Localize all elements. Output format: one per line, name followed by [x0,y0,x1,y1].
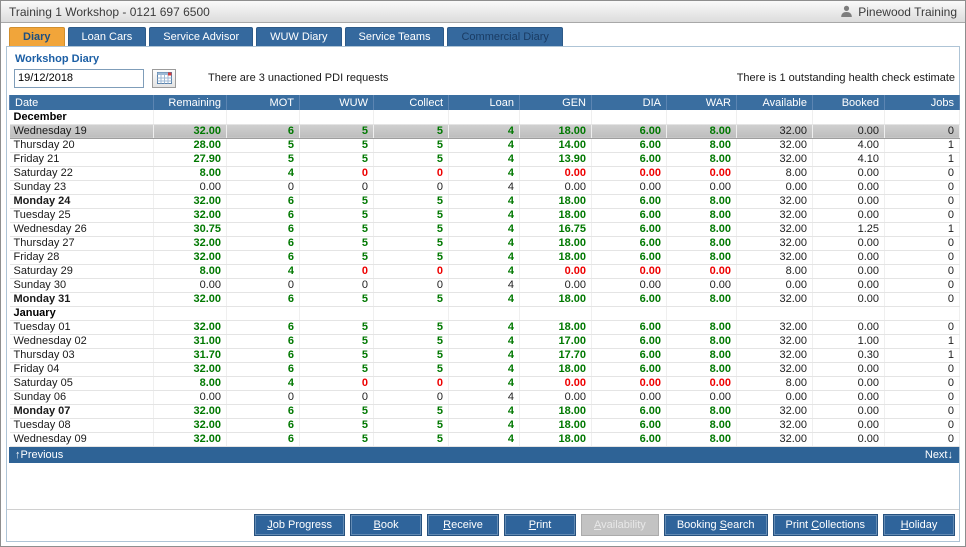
date-cell: Friday 28 [10,250,154,264]
tab-diary[interactable]: Diary [9,27,65,46]
holiday-button[interactable]: Holiday [883,514,955,536]
app-window: Training 1 Workshop - 0121 697 6500 Pine… [0,0,966,547]
next-link[interactable]: Next↓ [925,449,953,461]
tab-commercial-diary[interactable]: Commercial Diary [447,27,562,46]
date-cell: Wednesday 19 [10,124,154,138]
month-row: January [10,306,960,320]
receive-button[interactable]: Receive [427,514,499,536]
date-cell: Wednesday 26 [10,222,154,236]
page-title: Workshop Diary [15,53,99,65]
day-row[interactable]: Tuesday 0132.00655418.006.008.0032.000.0… [10,320,960,334]
date-cell: Monday 07 [10,404,154,418]
day-row[interactable]: Monday 0732.00655418.006.008.0032.000.00… [10,404,960,418]
day-row[interactable]: Saturday 228.0040040.000.000.008.000.000 [10,166,960,180]
window-title: Training 1 Workshop - 0121 697 6500 [9,5,210,19]
user-name: Pinewood Training [858,5,957,19]
calendar-icon [157,72,172,84]
title-bar: Training 1 Workshop - 0121 697 6500 Pine… [1,1,965,23]
day-row[interactable]: Sunday 230.0000040.000.000.000.000.000 [10,180,960,194]
column-header-war: WAR [667,95,737,110]
column-header-mot: MOT [227,95,300,110]
date-cell: Saturday 22 [10,166,154,180]
calendar-button[interactable] [152,69,176,88]
date-cell: December [10,110,154,124]
date-cell: Sunday 30 [10,278,154,292]
tab-wuw-diary[interactable]: WUW Diary [256,27,341,46]
column-header-dia: DIA [592,95,667,110]
date-cell: Tuesday 25 [10,208,154,222]
tab-loan-cars[interactable]: Loan Cars [68,27,147,46]
day-row[interactable]: Thursday 0331.70655417.706.008.0032.000.… [10,348,960,362]
date-cell: Friday 04 [10,362,154,376]
day-row[interactable]: Wednesday 2630.75655416.756.008.0032.001… [10,222,960,236]
day-row[interactable]: Sunday 060.0000040.000.000.000.000.000 [10,390,960,404]
down-arrow-icon: ↓ [948,449,954,461]
day-row[interactable]: Saturday 058.0040040.000.000.008.000.000 [10,376,960,390]
diary-table-body: DecemberWednesday 1932.00655418.006.008.… [10,110,960,446]
day-row[interactable]: Wednesday 0932.00655418.006.008.0032.000… [10,432,960,446]
month-row: December [10,110,960,124]
diary-date-input[interactable] [14,69,144,88]
day-row[interactable]: Saturday 298.0040040.000.000.008.000.000 [10,264,960,278]
pdi-notice: There are 3 unactioned PDI requests [208,72,388,84]
day-row[interactable]: Tuesday 0832.00655418.006.008.0032.000.0… [10,418,960,432]
date-cell: Monday 31 [10,292,154,306]
footer-divider [7,509,959,510]
date-cell: Sunday 23 [10,180,154,194]
day-row[interactable]: Thursday 2028.00555414.006.008.0032.004.… [10,138,960,152]
date-cell: Wednesday 02 [10,334,154,348]
date-cell: Tuesday 08 [10,418,154,432]
column-header-available: Available [737,95,813,110]
column-header-booked: Booked [813,95,885,110]
column-header-loan: Loan [449,95,520,110]
tab-service-advisor[interactable]: Service Advisor [149,27,253,46]
day-row[interactable]: Wednesday 0231.00655417.006.008.0032.001… [10,334,960,348]
previous-link[interactable]: ↑Previous [15,449,63,461]
day-row[interactable]: Monday 2432.00655418.006.008.0032.000.00… [10,194,960,208]
controls-row: There are 3 unactioned PDI requests Ther… [14,67,955,89]
date-cell: Thursday 27 [10,236,154,250]
date-cell: Tuesday 01 [10,320,154,334]
date-cell: Saturday 29 [10,264,154,278]
tab-service-teams[interactable]: Service Teams [345,27,445,46]
day-row[interactable]: Wednesday 1932.00655418.006.008.0032.000… [10,124,960,138]
user-badge[interactable]: Pinewood Training [840,5,957,19]
column-header-collect: Collect [374,95,449,110]
health-check-notice: There is 1 outstanding health check esti… [737,72,955,84]
date-cell: Wednesday 09 [10,432,154,446]
book-button[interactable]: Book [350,514,422,536]
availability-button: Availability [581,514,659,536]
day-row[interactable]: Friday 0432.00655418.006.008.0032.000.00… [10,362,960,376]
date-cell: Friday 21 [10,152,154,166]
date-cell: Thursday 20 [10,138,154,152]
day-row[interactable]: Tuesday 2532.00655418.006.008.0032.000.0… [10,208,960,222]
diary-grid: DateRemainingMOTWUWCollectLoanGENDIAWARA… [9,95,959,463]
column-header-remaining: Remaining [154,95,227,110]
date-cell: Saturday 05 [10,376,154,390]
day-row[interactable]: Sunday 300.0000040.000.000.000.000.000 [10,278,960,292]
user-icon [840,5,853,18]
date-cell: Sunday 06 [10,390,154,404]
column-header-date: Date [10,95,154,110]
table-header: DateRemainingMOTWUWCollectLoanGENDIAWARA… [10,95,960,110]
column-header-wuw: WUW [300,95,374,110]
day-row[interactable]: Friday 2832.00655418.006.008.0032.000.00… [10,250,960,264]
day-row[interactable]: Monday 3132.00655418.006.008.0032.000.00… [10,292,960,306]
button-bar: Job Progress Book Receive Print Availabi… [7,514,955,537]
day-row[interactable]: Friday 2127.90555413.906.008.0032.004.10… [10,152,960,166]
pager-bar: ↑Previous Next↓ [9,447,959,463]
date-cell: Thursday 03 [10,348,154,362]
tab-bar: Diary Loan Cars Service Advisor WUW Diar… [9,27,563,46]
date-cell: January [10,306,154,320]
job-progress-button[interactable]: Job Progress [254,514,345,536]
booking-search-button[interactable]: Booking Search [664,514,768,536]
print-button[interactable]: Print [504,514,576,536]
print-collections-button[interactable]: Print Collections [773,514,879,536]
day-row[interactable]: Thursday 2732.00655418.006.008.0032.000.… [10,236,960,250]
column-header-gen: GEN [520,95,592,110]
date-cell: Monday 24 [10,194,154,208]
column-header-jobs: Jobs [885,95,960,110]
content-panel: Workshop Diary There ar [6,46,960,542]
